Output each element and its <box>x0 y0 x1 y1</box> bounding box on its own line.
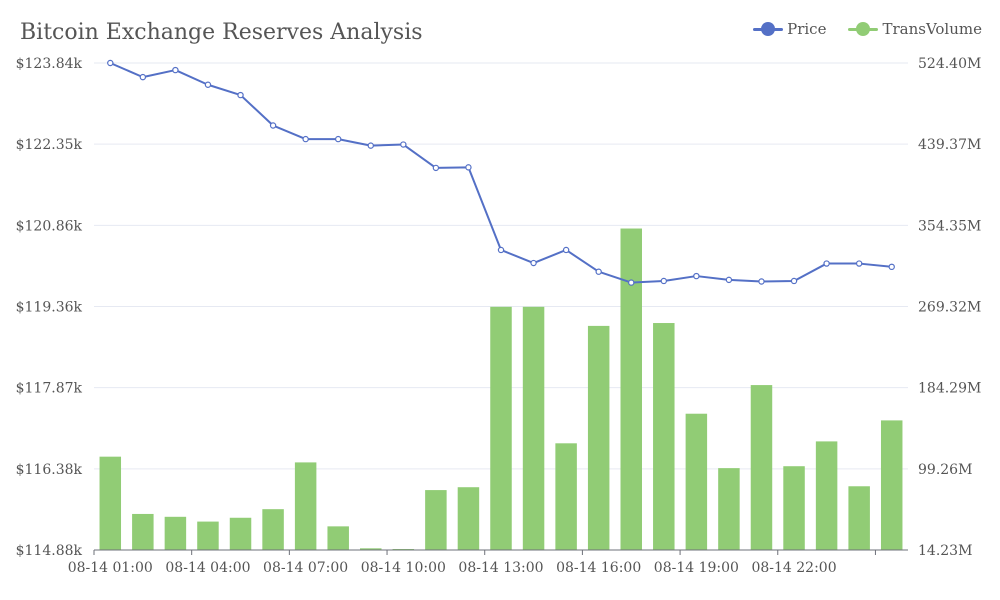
y-right-tick-label: 354.35M <box>918 218 981 234</box>
point-price <box>107 59 114 67</box>
chart-title: Bitcoin Exchange Reserves Analysis <box>20 20 423 45</box>
bar-transvolume <box>620 228 642 550</box>
bar-transvolume <box>425 490 447 550</box>
bar-transvolume <box>718 468 740 550</box>
bar-transvolume <box>815 441 838 550</box>
point-price <box>204 81 212 88</box>
point-price <box>628 279 635 286</box>
bar-transvolume <box>750 385 773 550</box>
y-left-tick-label: $123.84k <box>16 56 83 72</box>
legend: Price TransVolume <box>753 20 982 38</box>
legend-price-label: Price <box>787 20 827 38</box>
point-price <box>497 246 505 254</box>
bar-transvolume <box>294 462 317 550</box>
x-tick-label: 08-14 01:00 <box>68 560 153 576</box>
bar-transvolume <box>132 513 154 550</box>
y-left-tick-label: $117.87k <box>16 381 83 397</box>
bar-transvolume <box>229 517 252 550</box>
bar-transvolume <box>522 306 545 550</box>
point-price <box>823 260 830 267</box>
bar-transvolume <box>197 521 219 550</box>
y-left-tick-label: $120.86k <box>16 218 83 234</box>
legend-item-transvolume[interactable]: TransVolume <box>848 20 982 38</box>
legend-item-price[interactable]: Price <box>753 20 826 38</box>
bar-transvolume <box>490 306 512 550</box>
y-left-tick-label: $122.35k <box>16 137 83 153</box>
bar-transvolume <box>685 413 708 550</box>
point-price <box>237 91 244 99</box>
y-right-tick-label: 14.23M <box>918 543 972 559</box>
point-price <box>725 276 733 284</box>
bar-transvolume <box>848 486 870 550</box>
point-price <box>465 164 472 171</box>
legend-transvolume-marker <box>848 22 879 36</box>
point-price <box>400 141 407 148</box>
x-tick-label: 08-14 19:00 <box>654 560 739 576</box>
bar-transvolume <box>457 487 480 550</box>
bar-transvolume <box>99 456 122 550</box>
x-tick-label: 08-14 07:00 <box>263 560 348 576</box>
y-right-tick-label: 184.29M <box>918 381 981 397</box>
point-price <box>595 268 602 275</box>
point-price <box>302 135 309 143</box>
point-price <box>562 246 570 254</box>
point-price <box>139 73 147 81</box>
x-tick-label: 08-14 22:00 <box>751 560 836 576</box>
y-left-tick-label: $114.88k <box>16 543 83 559</box>
point-price <box>693 272 700 280</box>
point-price <box>530 259 537 267</box>
bar-transvolume <box>327 526 349 550</box>
bar-transvolume <box>164 516 187 550</box>
y-right-tick-label: 269.32M <box>918 300 981 316</box>
point-price <box>888 263 895 271</box>
x-tick-label: 08-14 04:00 <box>165 560 250 576</box>
bar-transvolume <box>653 323 675 550</box>
y-right-tick-label: 99.26M <box>918 462 972 478</box>
point-price <box>660 277 668 285</box>
point-price <box>335 135 342 143</box>
point-price <box>367 142 374 149</box>
legend-price-marker <box>753 22 784 36</box>
y-left-tick-label: $116.38k <box>16 462 83 478</box>
y-left-tick-label: $119.36k <box>16 300 83 316</box>
point-price <box>432 164 440 172</box>
bar-transvolume <box>587 325 610 550</box>
x-tick-label: 08-14 13:00 <box>458 560 543 576</box>
y-right-tick-label: 439.37M <box>918 137 981 153</box>
y-right-tick-label: 524.40M <box>918 56 981 72</box>
point-price <box>758 278 765 285</box>
point-price <box>269 122 277 129</box>
bar-transvolume <box>262 509 284 550</box>
point-price <box>855 260 863 267</box>
point-price <box>172 66 179 74</box>
point-price <box>790 277 798 285</box>
x-tick-label: 08-14 16:00 <box>556 560 641 576</box>
legend-transvolume-label: TransVolume <box>882 20 982 38</box>
bar-transvolume <box>880 420 903 550</box>
bar-transvolume <box>360 548 382 550</box>
bar-transvolume <box>555 443 577 550</box>
x-tick-label: 08-14 10:00 <box>361 560 446 576</box>
bar-transvolume <box>783 466 805 550</box>
